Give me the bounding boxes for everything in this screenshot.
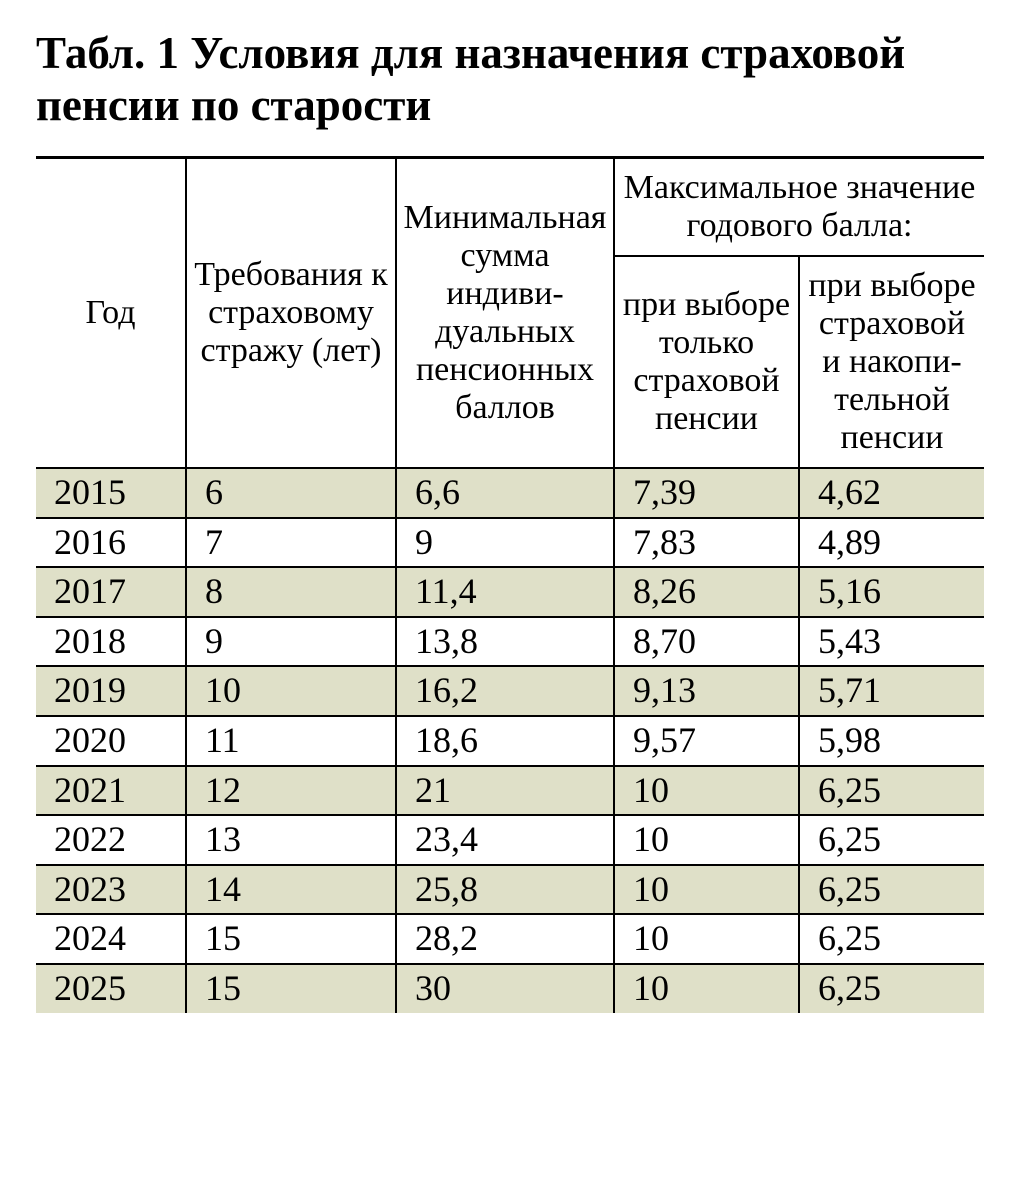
pension-table: Год Требова­ния к стра­ховому стражу (ле… xyxy=(36,156,984,1013)
table-row: 20211221106,25 xyxy=(36,766,984,816)
cell-ins-acc: 6,25 xyxy=(799,766,984,816)
col-insurance-accum: при вы­боре страхо­вой и накопи­тельной … xyxy=(799,256,984,468)
table-row: 20251530106,25 xyxy=(36,964,984,1013)
cell-year: 2016 xyxy=(36,518,186,568)
table-row: 201566,67,394,62 xyxy=(36,468,984,518)
cell-stazh: 15 xyxy=(186,914,396,964)
cell-year: 2021 xyxy=(36,766,186,816)
cell-ins-acc: 5,71 xyxy=(799,666,984,716)
cell-stazh: 10 xyxy=(186,666,396,716)
col-min-points: Мини­мальная сумма индиви­дуальных пенси… xyxy=(396,157,614,468)
cell-min-points: 16,2 xyxy=(396,666,614,716)
table-row: 2018913,88,705,43 xyxy=(36,617,984,667)
cell-ins-acc: 6,25 xyxy=(799,815,984,865)
cell-only-ins: 10 xyxy=(614,815,799,865)
cell-year: 2018 xyxy=(36,617,186,667)
cell-stazh: 12 xyxy=(186,766,396,816)
cell-min-points: 6,6 xyxy=(396,468,614,518)
cell-year: 2017 xyxy=(36,567,186,617)
cell-ins-acc: 6,25 xyxy=(799,964,984,1013)
cell-only-ins: 9,13 xyxy=(614,666,799,716)
col-stazh: Требова­ния к стра­ховому стражу (лет) xyxy=(186,157,396,468)
cell-year: 2019 xyxy=(36,666,186,716)
cell-only-ins: 8,70 xyxy=(614,617,799,667)
cell-only-ins: 10 xyxy=(614,914,799,964)
cell-stazh: 8 xyxy=(186,567,396,617)
cell-year: 2025 xyxy=(36,964,186,1013)
cell-ins-acc: 6,25 xyxy=(799,865,984,915)
table-row: 20221323,4106,25 xyxy=(36,815,984,865)
col-only-insurance: при вы­боре только страхо­вой пенсии xyxy=(614,256,799,468)
col-year: Год xyxy=(36,157,186,468)
cell-stazh: 15 xyxy=(186,964,396,1013)
table-row: 20201118,69,575,98 xyxy=(36,716,984,766)
table-row: 2017811,48,265,16 xyxy=(36,567,984,617)
table-body: 201566,67,394,622016797,834,892017811,48… xyxy=(36,468,984,1013)
cell-only-ins: 10 xyxy=(614,766,799,816)
cell-stazh: 11 xyxy=(186,716,396,766)
cell-ins-acc: 5,16 xyxy=(799,567,984,617)
cell-stazh: 7 xyxy=(186,518,396,568)
cell-only-ins: 8,26 xyxy=(614,567,799,617)
cell-min-points: 23,4 xyxy=(396,815,614,865)
cell-stazh: 14 xyxy=(186,865,396,915)
cell-only-ins: 7,83 xyxy=(614,518,799,568)
cell-year: 2015 xyxy=(36,468,186,518)
table-row: 2016797,834,89 xyxy=(36,518,984,568)
table-header: Год Требова­ния к стра­ховому стражу (ле… xyxy=(36,157,984,468)
cell-ins-acc: 6,25 xyxy=(799,914,984,964)
cell-year: 2022 xyxy=(36,815,186,865)
table-row: 20191016,29,135,71 xyxy=(36,666,984,716)
cell-stazh: 6 xyxy=(186,468,396,518)
cell-stazh: 13 xyxy=(186,815,396,865)
cell-only-ins: 10 xyxy=(614,865,799,915)
cell-min-points: 13,8 xyxy=(396,617,614,667)
table-row: 20241528,2106,25 xyxy=(36,914,984,964)
cell-year: 2020 xyxy=(36,716,186,766)
cell-only-ins: 9,57 xyxy=(614,716,799,766)
cell-min-points: 28,2 xyxy=(396,914,614,964)
cell-min-points: 18,6 xyxy=(396,716,614,766)
cell-ins-acc: 4,89 xyxy=(799,518,984,568)
cell-min-points: 21 xyxy=(396,766,614,816)
col-group-max: Максимальное значение годового балла: xyxy=(614,157,984,256)
cell-min-points: 9 xyxy=(396,518,614,568)
cell-stazh: 9 xyxy=(186,617,396,667)
cell-year: 2024 xyxy=(36,914,186,964)
page: Табл. 1 Условия для назначения страховой… xyxy=(0,0,1018,1053)
cell-only-ins: 7,39 xyxy=(614,468,799,518)
cell-ins-acc: 5,43 xyxy=(799,617,984,667)
cell-ins-acc: 5,98 xyxy=(799,716,984,766)
cell-min-points: 25,8 xyxy=(396,865,614,915)
cell-only-ins: 10 xyxy=(614,964,799,1013)
cell-min-points: 30 xyxy=(396,964,614,1013)
cell-ins-acc: 4,62 xyxy=(799,468,984,518)
table-title: Табл. 1 Условия для назначения страховой… xyxy=(36,28,982,132)
cell-year: 2023 xyxy=(36,865,186,915)
cell-min-points: 11,4 xyxy=(396,567,614,617)
table-row: 20231425,8106,25 xyxy=(36,865,984,915)
